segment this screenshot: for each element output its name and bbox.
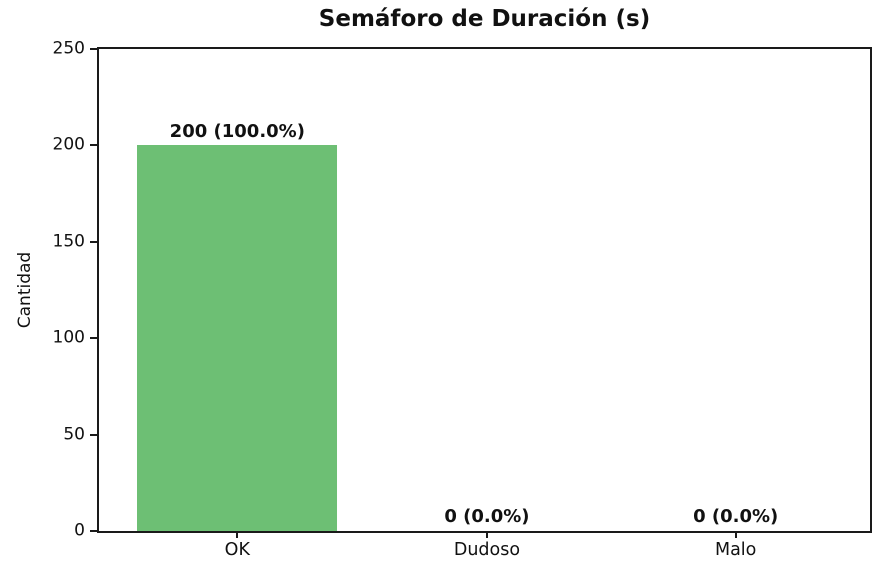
y-tick-label: 250 — [52, 38, 85, 59]
x-tick-mark — [236, 531, 239, 538]
y-tick-mark — [90, 433, 97, 436]
y-tick-label: 100 — [52, 327, 85, 348]
plot-area: 200 (100.0%) 0 (0.0%) 0 (0.0%) 0 50 — [53, 40, 872, 559]
x-tick-label-dudoso: Dudoso — [453, 540, 521, 560]
bar-group-ok: 200 (100.0%) — [137, 49, 338, 531]
y-tick-mark — [90, 144, 97, 147]
chart-title: Semáforo de Duración (s) — [318, 6, 651, 32]
y-tick-mark — [90, 48, 97, 50]
y-tick-label: 0 — [74, 520, 85, 541]
y-tick-mark — [90, 337, 97, 340]
bar-value-label-dudoso: 0 (0.0%) — [444, 506, 530, 528]
bar-group-malo: 0 (0.0%) — [636, 49, 836, 531]
y-tick-label: 150 — [52, 231, 85, 252]
bar-value-label-malo: 0 (0.0%) — [693, 506, 779, 528]
y-tick-mark — [90, 530, 97, 532]
bar-value-label-ok: 200 (100.0%) — [169, 120, 305, 142]
y-tick-label: 50 — [63, 424, 85, 445]
x-tick-mark — [734, 531, 737, 538]
bar-ok — [137, 145, 338, 531]
bar-group-dudoso: 0 (0.0%) — [387, 49, 587, 531]
y-tick-mark — [90, 240, 97, 243]
x-tick-label-malo: Malo — [714, 540, 757, 560]
x-tick-label-ok: OK — [224, 540, 250, 560]
plot-inner: 200 (100.0%) 0 (0.0%) 0 (0.0%) 0 50 — [53, 40, 870, 559]
x-tick-mark — [485, 531, 488, 538]
y-tick-label: 200 — [52, 134, 85, 155]
y-axis-label: Cantidad — [15, 251, 35, 329]
